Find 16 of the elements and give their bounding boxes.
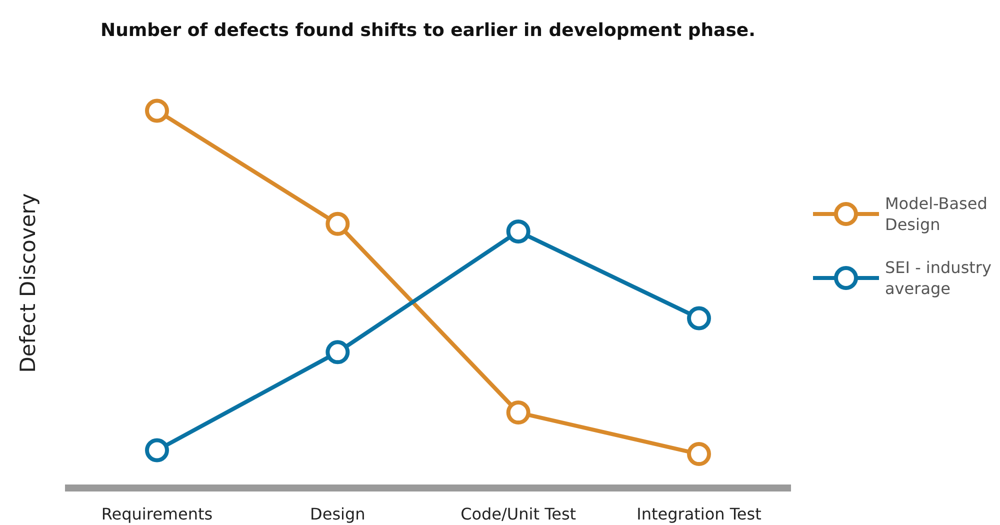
- point: [687, 306, 711, 330]
- x-tick-label: Code/Unit Test: [460, 504, 576, 524]
- point: [145, 98, 169, 123]
- point: [326, 212, 350, 236]
- point: [506, 219, 530, 244]
- y-axis-title: Defect Discovery: [16, 193, 40, 373]
- x-tick-label: Design: [310, 504, 366, 524]
- point: [326, 340, 350, 364]
- x-tick-label: Integration Test: [636, 504, 762, 524]
- point: [506, 400, 530, 425]
- x-tick-label: Requirements: [101, 504, 213, 524]
- legend-label: Model-Based Design: [885, 193, 988, 235]
- point: [145, 438, 169, 462]
- legend-label: SEI - industry average: [885, 257, 992, 299]
- point: [687, 442, 711, 466]
- chart-title: Number of defects found shifts to earlier in development phase.: [100, 20, 756, 41]
